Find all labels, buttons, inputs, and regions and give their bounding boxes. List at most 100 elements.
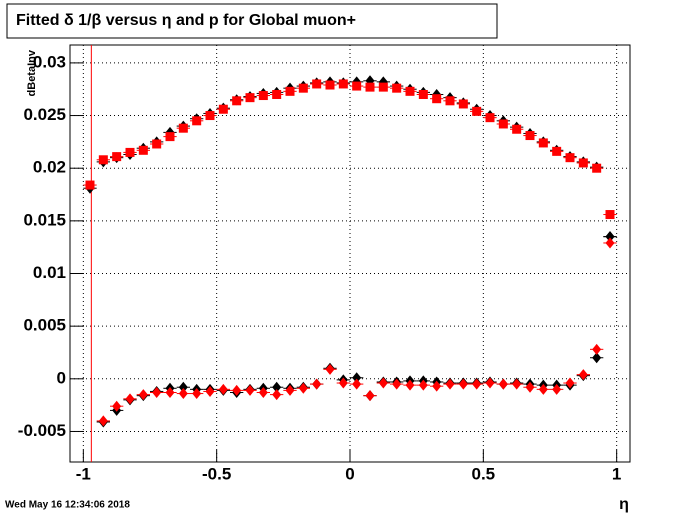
marker xyxy=(365,82,375,92)
marker xyxy=(298,382,308,394)
marker xyxy=(445,378,455,390)
marker xyxy=(258,387,268,398)
marker xyxy=(498,119,508,129)
marker xyxy=(592,163,602,173)
y-tick-label: 0 xyxy=(57,368,66,387)
marker xyxy=(418,89,428,99)
marker xyxy=(152,139,162,149)
marker xyxy=(85,180,95,190)
marker xyxy=(205,111,215,121)
marker xyxy=(418,379,428,391)
marker xyxy=(565,153,575,163)
x-tick-label: 0 xyxy=(345,464,354,483)
marker xyxy=(392,83,402,93)
marker xyxy=(512,124,522,134)
marker xyxy=(258,91,268,101)
marker xyxy=(365,390,375,402)
marker xyxy=(565,377,575,389)
marker xyxy=(218,104,228,114)
y-tick-label: 0.01 xyxy=(33,263,66,282)
marker xyxy=(352,372,362,384)
marker xyxy=(192,388,202,400)
marker xyxy=(432,94,442,104)
marker xyxy=(205,385,215,397)
marker xyxy=(605,210,615,220)
marker xyxy=(112,152,122,162)
x-tick-label: -0.5 xyxy=(202,464,231,483)
marker xyxy=(578,369,588,381)
marker xyxy=(525,381,535,393)
marker xyxy=(232,96,242,106)
marker xyxy=(592,352,602,364)
marker xyxy=(352,378,362,390)
marker xyxy=(538,138,548,148)
marker xyxy=(138,389,148,401)
marker xyxy=(312,378,322,390)
marker xyxy=(405,86,415,96)
chart-title: Fitted δ 1/β versus η and p for Global m… xyxy=(16,12,356,29)
marker xyxy=(378,82,388,92)
marker xyxy=(98,415,108,427)
marker xyxy=(512,378,522,390)
x-tick-label: 0.5 xyxy=(472,464,496,483)
marker xyxy=(285,384,295,396)
marker xyxy=(605,231,615,243)
marker xyxy=(405,379,415,391)
marker xyxy=(272,89,282,99)
marker xyxy=(312,79,322,89)
marker xyxy=(458,378,468,390)
marker xyxy=(338,79,348,89)
marker xyxy=(165,132,175,142)
marker xyxy=(552,146,562,156)
y-tick-label: 0.005 xyxy=(23,316,66,335)
marker xyxy=(245,384,255,396)
marker xyxy=(352,81,362,91)
marker xyxy=(125,147,135,157)
marker xyxy=(445,96,455,106)
y-tick-label: 0.03 xyxy=(33,52,66,71)
marker xyxy=(285,86,295,96)
marker xyxy=(245,93,255,103)
marker xyxy=(592,343,602,355)
marker xyxy=(472,106,482,116)
marker xyxy=(392,378,402,390)
marker xyxy=(538,383,548,395)
marker xyxy=(325,363,335,375)
marker xyxy=(232,384,242,396)
marker xyxy=(125,393,135,405)
marker xyxy=(605,237,615,249)
marker xyxy=(485,377,495,389)
marker xyxy=(525,131,535,141)
marker xyxy=(485,113,495,123)
marker xyxy=(112,400,122,412)
marker xyxy=(192,116,202,126)
marker xyxy=(178,388,188,400)
marker xyxy=(178,123,188,133)
marker xyxy=(152,387,162,398)
timestamp: Wed May 16 12:34:06 2018 xyxy=(5,500,130,511)
marker xyxy=(472,378,482,390)
y-tick-label: 0.025 xyxy=(23,105,66,124)
marker xyxy=(325,80,335,90)
marker xyxy=(165,387,175,398)
marker xyxy=(138,145,148,155)
marker xyxy=(178,381,188,393)
marker xyxy=(498,378,508,390)
marker xyxy=(218,383,228,395)
marker xyxy=(272,389,282,401)
x-axis-label: η xyxy=(619,496,629,513)
y-tick-label: -0.005 xyxy=(18,421,66,440)
marker xyxy=(458,99,468,109)
marker xyxy=(378,377,388,389)
marker xyxy=(338,377,348,389)
marker xyxy=(98,155,108,165)
y-tick-label: 0.02 xyxy=(33,158,66,177)
marker xyxy=(272,381,282,393)
y-tick-label: 0.015 xyxy=(23,210,66,229)
marker xyxy=(578,158,588,168)
x-tick-label: 1 xyxy=(612,464,621,483)
y-axis-label: dBetaInv xyxy=(26,49,38,96)
marker xyxy=(432,380,442,392)
